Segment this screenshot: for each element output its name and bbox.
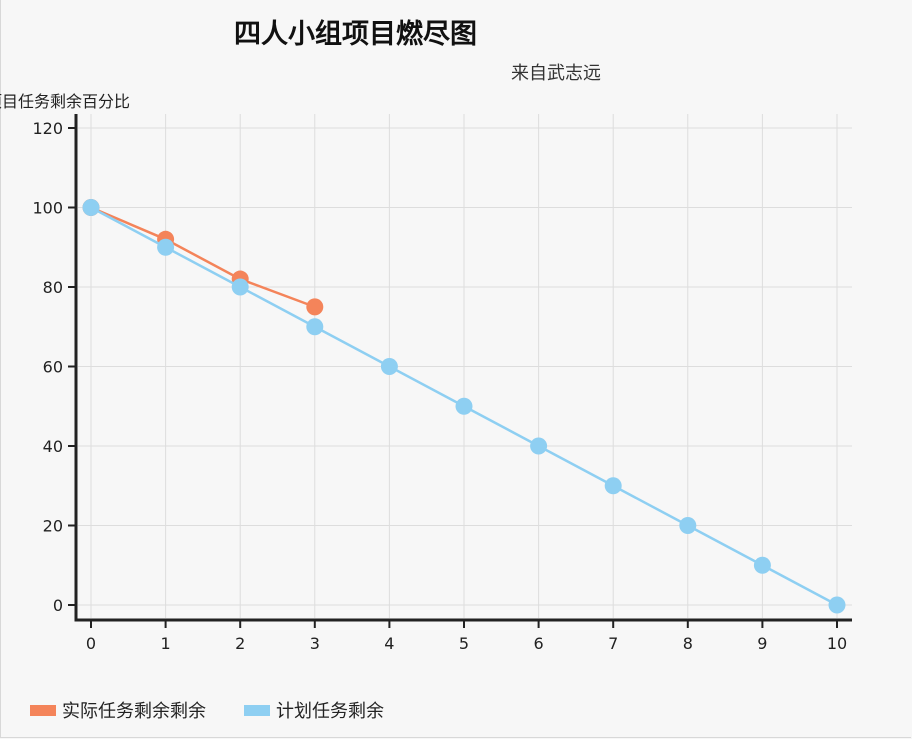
series-1-point-2: [231, 278, 249, 296]
series-1-point-5: [455, 397, 473, 415]
y-tick-label-60: 60: [43, 358, 63, 377]
series-0-point-3: [306, 298, 324, 316]
legend-item-planned[interactable]: 计划任务剩余: [244, 697, 384, 723]
series-1-point-10: [828, 596, 846, 614]
legend-label-planned: 计划任务剩余: [276, 701, 384, 722]
chart-subtitle: 来自武志远: [511, 63, 601, 84]
x-tick-label-10: 10: [827, 634, 847, 653]
x-tick-label-2: 2: [235, 634, 245, 653]
y-tick-label-20: 20: [43, 517, 63, 536]
y-axis-label: 项目任务剩余百分比: [0, 92, 131, 111]
series-layer: [82, 199, 846, 614]
series-0: [82, 199, 324, 316]
series-1-point-8: [679, 517, 697, 534]
series-line-0: [90, 206, 316, 309]
x-tick-label-6: 6: [534, 634, 544, 653]
y-tick-label-80: 80: [43, 278, 63, 297]
series-1: [82, 199, 846, 614]
x-tick-label-7: 7: [608, 634, 618, 653]
tick-labels: 0 20 40 60 80 100 120 0 1 2 3 4 5 6 7 8 9 10: [32, 119, 847, 653]
burndown-chart: 0 20 40 60 80 100 120 0 1 2 3 4 5 6 7 8 9 10: [32, 114, 852, 653]
series-1-point-7: [604, 477, 622, 495]
legend: 实际任务剩余剩余 计划任务剩余: [30, 697, 422, 723]
series-1-point-4: [380, 358, 398, 375]
x-tick-label-8: 8: [683, 634, 693, 653]
series-1-point-9: [753, 556, 771, 574]
series-1-point-1: [157, 238, 175, 256]
y-tick-label-40: 40: [43, 437, 63, 456]
series-1-point-0: [82, 199, 100, 216]
x-tick-label-1: 1: [161, 634, 171, 653]
y-tick-label-100: 100: [32, 199, 63, 218]
legend-swatch-actual: [30, 704, 56, 716]
y-tick-label-0: 0: [53, 596, 63, 615]
x-tick-label-0: 0: [86, 634, 96, 653]
grid-lines: [78, 114, 852, 618]
legend-swatch-planned: [244, 704, 270, 716]
x-tick-label-3: 3: [310, 634, 320, 653]
x-tick-label-4: 4: [384, 634, 394, 653]
legend-item-actual[interactable]: 实际任务剩余剩余: [30, 697, 206, 723]
x-tick-label-5: 5: [459, 634, 469, 653]
series-1-point-3: [306, 318, 324, 336]
series-1-point-6: [530, 437, 548, 455]
x-tick-label-9: 9: [757, 634, 767, 653]
legend-label-actual: 实际任务剩余剩余: [62, 701, 206, 722]
axes: [68, 114, 852, 628]
y-tick-label-120: 120: [32, 119, 63, 138]
chart-title: 四人小组项目燃尽图: [234, 19, 477, 50]
